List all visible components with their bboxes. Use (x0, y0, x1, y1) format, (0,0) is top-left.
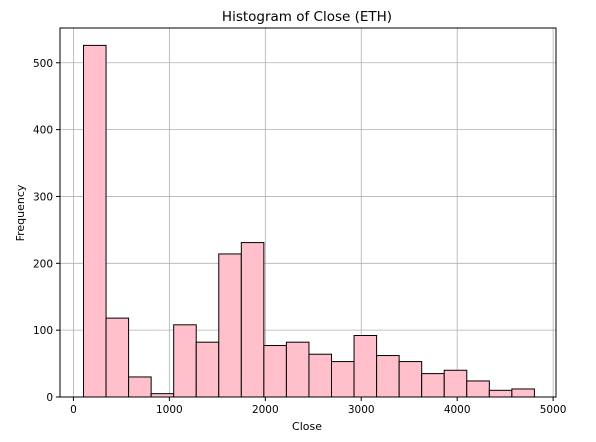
histogram-bar-3 (150, 393, 175, 398)
histogram-bar-16 (443, 369, 468, 398)
y-tick-label-0: 0 (46, 392, 53, 404)
x-tick-label-4: 4000 (444, 404, 471, 416)
x-tick-label-2: 2000 (252, 404, 279, 416)
histogram-bars (83, 44, 535, 398)
histogram-bar-8 (263, 345, 287, 398)
axis-ticks: 0 1000 2000 3000 4000 5000 0 100 200 300 400 500 (33, 58, 567, 416)
histogram-bar-13 (376, 355, 400, 398)
y-tick-label-4: 400 (33, 125, 53, 137)
x-tick-label-1: 1000 (156, 404, 183, 416)
histogram-bar-2 (128, 376, 152, 398)
histogram-bar-19 (511, 388, 535, 398)
histogram-bar-11 (331, 361, 355, 398)
histogram-bar-17 (466, 380, 490, 398)
y-tick-label-3: 300 (33, 191, 53, 203)
histogram-bar-18 (488, 389, 513, 398)
x-tick-label-0: 0 (70, 404, 77, 416)
chart-title: Histogram of Close (ETH) (222, 9, 392, 25)
histogram-bar-0 (83, 44, 107, 398)
histogram-bar-14 (398, 361, 423, 398)
histogram-bar-12 (353, 335, 378, 398)
histogram-bar-4 (173, 324, 197, 398)
histogram-bar-1 (105, 317, 130, 398)
y-tick-label-2: 200 (33, 258, 53, 270)
y-tick-label-5: 500 (33, 58, 53, 70)
plot-frame (59, 27, 557, 398)
histogram-bar-7 (240, 242, 265, 398)
grid-lines (60, 28, 556, 398)
histogram-bar-9 (285, 341, 310, 398)
histogram-bar-15 (421, 373, 445, 398)
y-tick-label-1: 100 (33, 325, 53, 337)
histogram-bar-6 (218, 253, 242, 398)
x-tick-label-3: 3000 (348, 404, 375, 416)
x-axis-label: Close (292, 420, 322, 433)
x-tick-label-5: 5000 (540, 404, 567, 416)
histogram-bar-5 (195, 341, 220, 398)
histogram-bar-10 (308, 353, 333, 398)
y-axis-label: Frequency (14, 184, 27, 241)
